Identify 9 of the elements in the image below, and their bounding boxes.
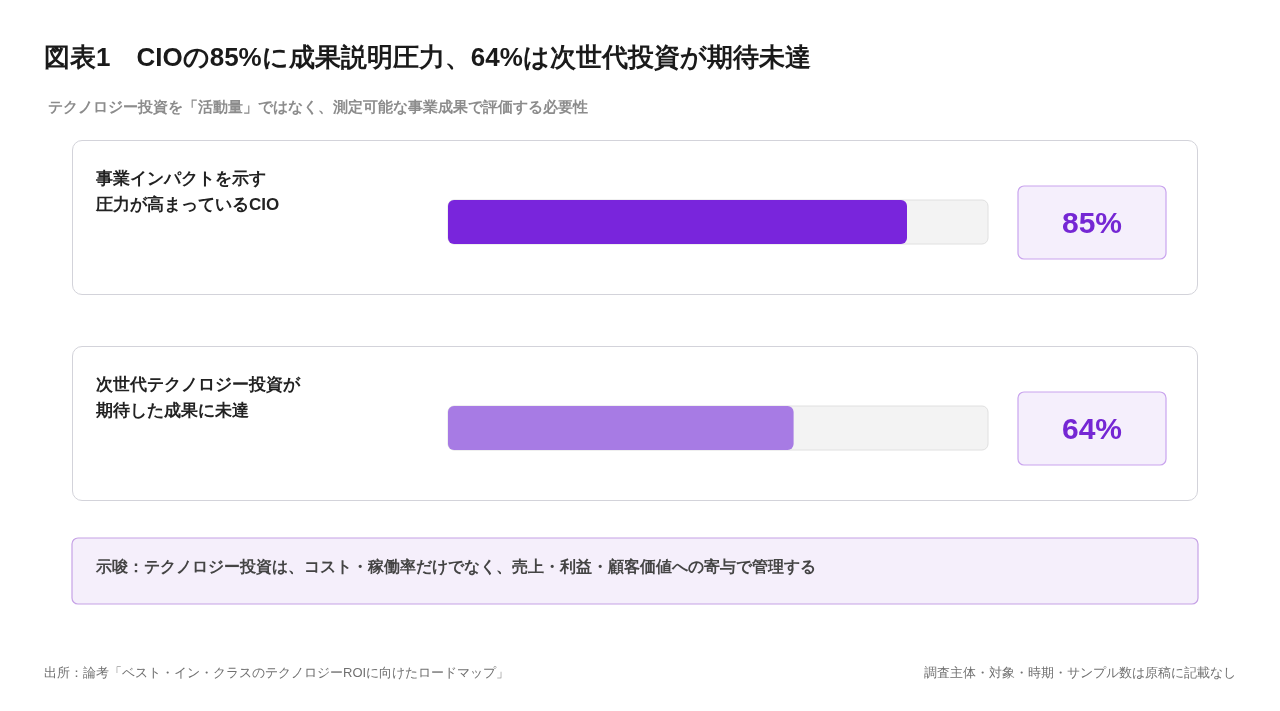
note: 調査主体・対象・時期・サンプル数は原稿に記載なし bbox=[924, 665, 1236, 680]
implication: 示唆：テクノロジー投資は、コスト・稼働率だけでなく、売上・利益・顧客価値への寄与で管理する bbox=[71, 537, 1199, 605]
source: 出所：論考「ベスト・イン・クラスのテクノロジーROIに向けたロードマップ」 bbox=[44, 665, 510, 680]
subtitle: テクノロジー投資を「活動量」ではなく、測定可能な事業成果で評価する必要性 bbox=[48, 98, 588, 115]
value-label: 85% bbox=[1061, 205, 1122, 239]
value-label: 64% bbox=[1061, 411, 1122, 445]
title: 図表1 CIOの85%に成果説明圧力、64%は次世代投資が期待未達 bbox=[44, 42, 811, 72]
category-label: 事業インパクトを示す圧力が高まっているCIO bbox=[95, 168, 280, 214]
category-label: 次世代テクノロジー投資が期待した成果に未達 bbox=[95, 374, 300, 420]
